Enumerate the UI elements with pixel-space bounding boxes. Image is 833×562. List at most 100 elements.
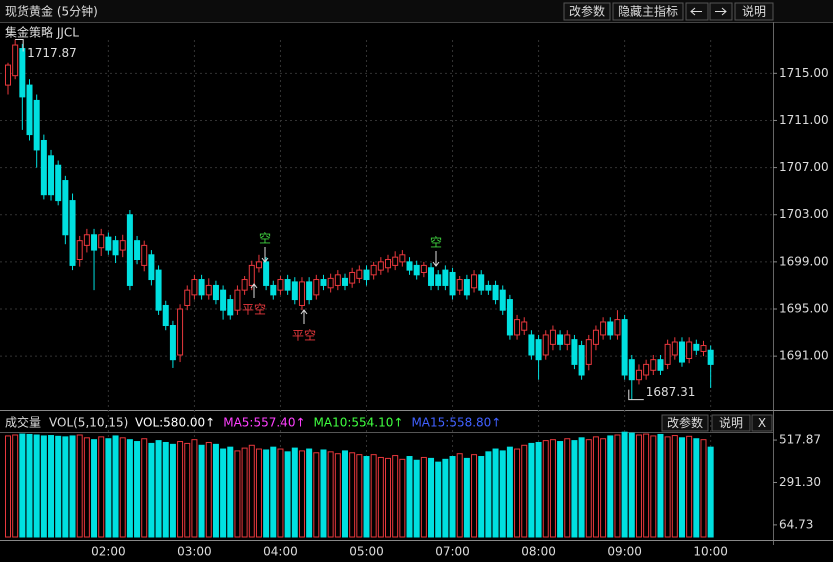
candle-body: [392, 256, 399, 266]
volume-bar: [628, 432, 635, 538]
volume-bar: [435, 461, 442, 538]
volume-bar: [592, 436, 599, 538]
candle-body: [40, 139, 47, 196]
candle-body: [650, 359, 657, 371]
volume-bar: [55, 435, 62, 538]
volume-bar: [600, 438, 607, 538]
candle-body: [456, 279, 463, 291]
signal-arrow: [250, 283, 258, 298]
candle-body: [155, 269, 162, 311]
x-tick-label: 09:00: [607, 545, 642, 559]
candle-body: [428, 267, 435, 286]
button[interactable]: [711, 414, 751, 432]
candle-body: [91, 234, 98, 251]
volume-bar: [155, 440, 162, 538]
volume-bar: [463, 457, 470, 538]
volume-bar: [69, 435, 76, 538]
volume-bar: [671, 435, 678, 538]
button-label[interactable]: 改参数: [569, 4, 605, 19]
volume-bar: [277, 448, 284, 538]
candle-body: [370, 264, 377, 276]
candle-body: [148, 254, 155, 281]
candle-body: [585, 339, 592, 365]
signal-label: 空: [430, 236, 442, 250]
volume-bar: [485, 451, 492, 538]
volume-bar: [162, 441, 169, 538]
volume-bar: [19, 433, 26, 538]
volume-bar: [26, 433, 33, 538]
volume-bar: [169, 443, 176, 538]
volume-bar: [664, 436, 671, 538]
candle-body: [349, 271, 356, 284]
candle-body: [141, 244, 148, 266]
candle-body: [205, 284, 212, 296]
volume-bar: [40, 435, 47, 538]
volume-bar: [420, 456, 427, 538]
volume-bar: [693, 438, 700, 538]
button-label[interactable]: X: [758, 416, 766, 430]
button[interactable]: [734, 2, 774, 21]
candle-body: [105, 236, 112, 251]
volume-bar: [248, 444, 255, 538]
volume-bar: [585, 439, 592, 538]
volume-bar: [549, 439, 556, 538]
volume-bar: [141, 438, 148, 538]
candle-body: [33, 99, 40, 151]
volume-bar: [306, 448, 313, 538]
candle-body: [621, 319, 628, 376]
button-label[interactable]: 说明: [742, 4, 766, 19]
candle-body: [48, 155, 55, 196]
y-tick-label: 1711.00: [779, 113, 829, 127]
button[interactable]: [661, 414, 709, 432]
candle-body: [607, 321, 614, 336]
candle-body: [664, 343, 671, 365]
close-button[interactable]: [751, 414, 773, 432]
candle-body: [693, 343, 700, 351]
candle-body: [248, 264, 255, 286]
volume-bar: [557, 441, 564, 538]
volume-bar: [700, 439, 707, 538]
volume-bar: [657, 433, 664, 538]
volume-bar: [528, 442, 535, 538]
candle-body: [134, 240, 141, 261]
volume-bar: [313, 452, 320, 538]
button-label[interactable]: 改参数: [667, 415, 703, 430]
signal-label: 平空: [292, 329, 316, 343]
button[interactable]: [563, 2, 611, 21]
button-label[interactable]: 隐藏主指标: [618, 4, 678, 19]
candle-body: [255, 261, 262, 269]
candle-body: [678, 341, 685, 363]
volume-bar: [349, 452, 356, 538]
candle-body: [463, 279, 470, 296]
candle-body: [643, 363, 650, 376]
button-label[interactable]: 说明: [719, 415, 743, 430]
candle-body: [291, 281, 298, 301]
signal-label: 平空: [242, 303, 266, 317]
volume-bar: [98, 436, 105, 538]
candle-body: [600, 321, 607, 336]
volume-bar: [212, 443, 219, 538]
candle-body: [686, 341, 693, 360]
volume-bar: [48, 435, 55, 538]
candle-body: [98, 234, 105, 249]
volume-bar: [499, 450, 506, 538]
candle-body: [514, 319, 521, 336]
y-tick-label: 1703.00: [779, 207, 829, 221]
volume-bar: [205, 441, 212, 538]
volume-bar: [478, 456, 485, 538]
y-tick-label: 291.30: [779, 475, 821, 489]
x-tick-label: 08:00: [521, 545, 556, 559]
volume-bar: [334, 453, 341, 538]
x-tick-label: 03:00: [177, 545, 212, 559]
volume-bar: [542, 440, 549, 538]
candle-body: [657, 359, 664, 371]
volume-bar: [707, 446, 714, 538]
candle-body: [169, 325, 176, 361]
volume-bar: [220, 448, 227, 538]
candle-body: [327, 277, 334, 289]
volume-bar: [492, 448, 499, 538]
volume-bar: [341, 450, 348, 538]
signal-arrow: [261, 247, 269, 263]
button[interactable]: [612, 2, 684, 21]
candle-body: [19, 48, 26, 98]
